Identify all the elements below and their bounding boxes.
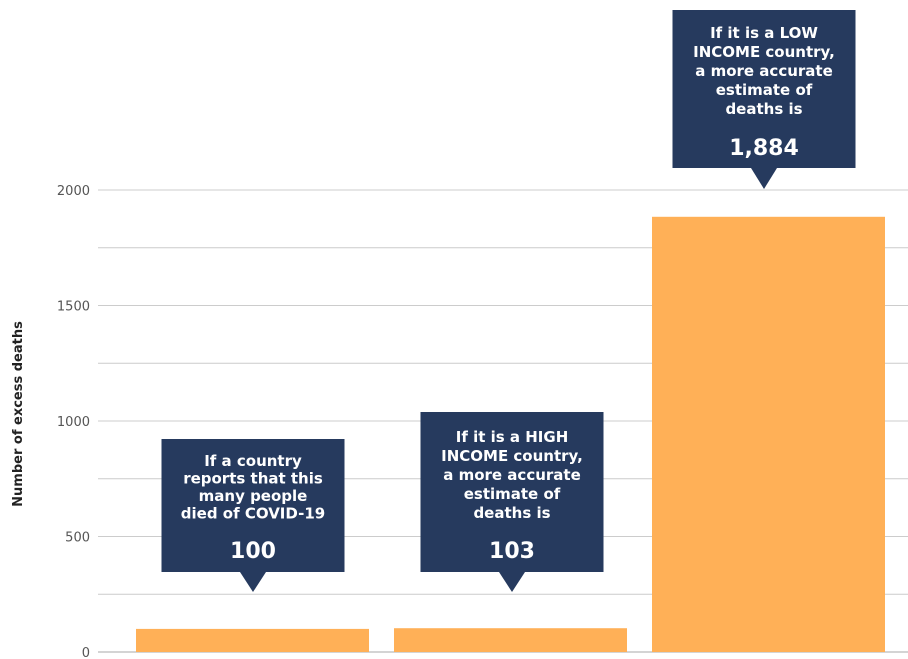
callout-background <box>672 10 856 168</box>
y-axis-ticks: 0 500 1000 1500 2000 <box>57 184 90 659</box>
y-tick-label: 500 <box>65 531 90 546</box>
bar <box>652 216 885 652</box>
callout-value: 1,884 <box>729 136 799 161</box>
callout-value: 103 <box>489 539 535 564</box>
callout-pointer <box>751 168 777 189</box>
callout-pointer <box>499 572 525 592</box>
callout-background <box>161 439 345 572</box>
callout-background <box>420 412 604 572</box>
callout-line: a more accurate <box>695 62 833 80</box>
y-tick-label: 2000 <box>57 184 90 199</box>
y-tick-label: 1500 <box>57 300 90 315</box>
callout-line: estimate of <box>716 81 813 99</box>
callout-line: If it is a LOW <box>710 24 818 42</box>
bars <box>136 216 885 652</box>
y-axis-label: Number of excess deaths <box>11 321 26 507</box>
callout-line: reports that this <box>183 470 323 488</box>
callout-line: INCOME country, <box>441 447 583 465</box>
callout-line: INCOME country, <box>693 43 835 61</box>
callout-line: died of COVID-19 <box>181 505 325 523</box>
y-tick-label: 1000 <box>57 415 90 430</box>
bar <box>394 628 627 652</box>
callout-pointer <box>240 572 266 592</box>
callout-line: If it is a HIGH <box>456 428 569 446</box>
bar <box>136 628 369 652</box>
callout-line: If a country <box>204 452 302 470</box>
callout-value: 100 <box>230 539 276 564</box>
callout-line: estimate of <box>464 485 561 503</box>
callout-line: a more accurate <box>443 466 581 484</box>
callout-line: deaths is <box>473 504 550 522</box>
callout-line: many people <box>199 487 308 505</box>
callout-line: deaths is <box>725 100 802 118</box>
y-tick-label: 0 <box>82 646 90 659</box>
